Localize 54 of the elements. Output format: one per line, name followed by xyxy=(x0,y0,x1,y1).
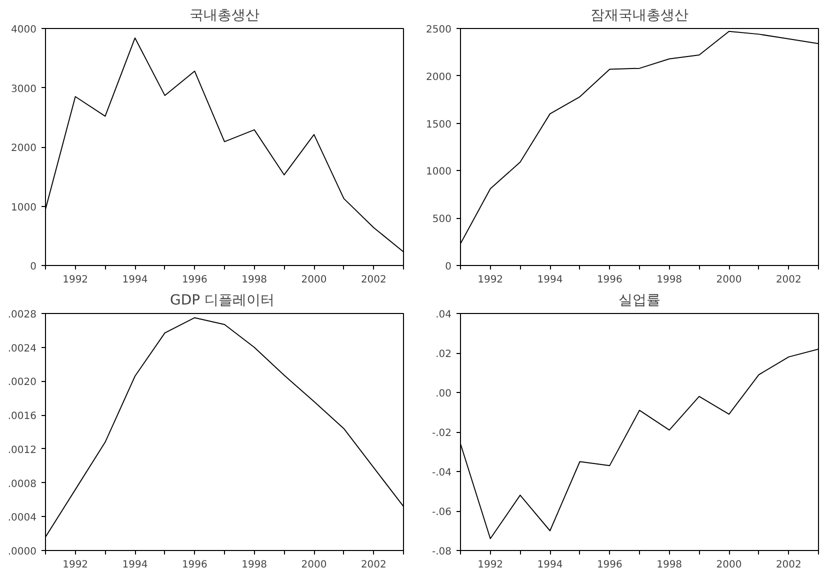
y-tick-label: .0008 xyxy=(8,478,37,490)
x-tick-label: 2000 xyxy=(301,560,327,570)
y-tick-label: 4000 xyxy=(11,24,37,36)
x-tick-label: 1998 xyxy=(656,560,682,570)
x-tick-label: 1998 xyxy=(242,274,268,286)
y-tick-label: .04 xyxy=(436,310,452,320)
y-tick-label: -.02 xyxy=(432,428,452,439)
y-tick-label: 0 xyxy=(445,262,452,272)
y-tick-label: .02 xyxy=(436,349,452,360)
x-tick-label: 1994 xyxy=(122,274,148,286)
y-tick-label: 1000 xyxy=(426,166,452,178)
chart-title: 국내총생산 xyxy=(190,8,260,24)
x-tick-label: 1992 xyxy=(62,274,88,286)
y-tick-label: .0012 xyxy=(8,444,37,456)
y-tick-label: 0 xyxy=(30,262,37,272)
x-tick-label: 2002 xyxy=(360,274,386,286)
chart-title: 실업률 xyxy=(618,292,660,308)
y-tick-label: .0016 xyxy=(8,411,37,422)
y-tick-label: 2000 xyxy=(426,72,452,83)
y-tick-label: 1000 xyxy=(11,202,37,214)
x-tick-label: 1994 xyxy=(122,560,148,570)
y-tick-label: -.08 xyxy=(432,546,452,558)
x-tick-label: 1996 xyxy=(182,274,208,286)
y-tick-label: -.04 xyxy=(432,468,452,478)
x-tick-label: 1994 xyxy=(537,560,563,570)
x-tick-label: 1992 xyxy=(478,560,504,570)
y-tick-label: .0000 xyxy=(8,546,37,558)
x-tick-label: 1996 xyxy=(596,560,622,570)
x-tick-label: 1992 xyxy=(62,560,88,570)
y-tick-label: .0004 xyxy=(8,512,37,524)
x-tick-label: 1996 xyxy=(182,560,208,570)
x-tick-label: 2002 xyxy=(360,560,386,570)
x-tick-label: 1992 xyxy=(478,274,504,286)
x-tick-label: 2002 xyxy=(776,560,802,570)
y-tick-label: -.06 xyxy=(432,507,452,518)
y-tick-label: 2500 xyxy=(426,24,452,36)
x-tick-label: 1996 xyxy=(596,274,622,286)
y-tick-label: 1500 xyxy=(426,119,452,130)
x-tick-label: 1994 xyxy=(537,274,563,286)
x-tick-label: 2002 xyxy=(776,274,802,286)
y-tick-label: 3000 xyxy=(11,84,37,95)
y-tick-label: .00 xyxy=(436,388,452,400)
y-tick-label: 500 xyxy=(432,214,452,226)
y-tick-label: .0020 xyxy=(8,377,37,388)
y-tick-label: .0024 xyxy=(8,343,37,354)
chart-title: 잠재국내총생산 xyxy=(590,8,688,24)
y-tick-label: 2000 xyxy=(11,143,37,154)
x-tick-label: 1998 xyxy=(242,560,268,570)
x-tick-label: 2000 xyxy=(716,560,742,570)
x-tick-label: 1998 xyxy=(656,274,682,286)
x-tick-label: 2000 xyxy=(716,274,742,286)
chart-title: GDP 디플레이터 xyxy=(170,292,275,308)
x-tick-label: 2000 xyxy=(301,274,327,286)
y-tick-label: .0028 xyxy=(8,310,37,320)
